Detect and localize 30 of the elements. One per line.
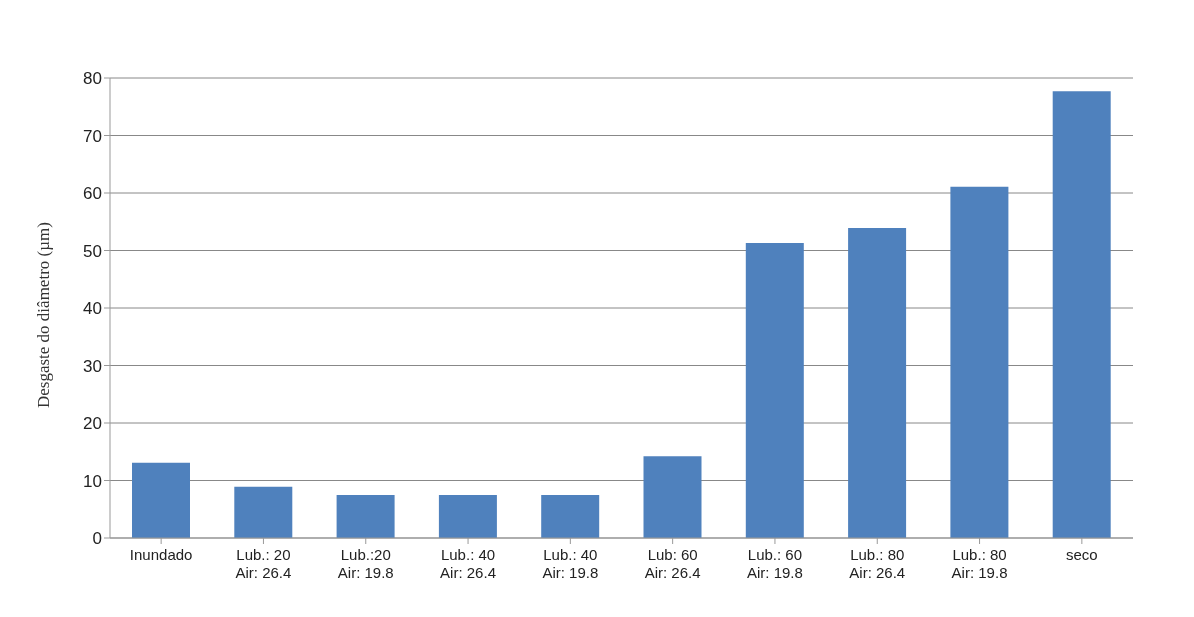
x-tick-label: seco xyxy=(1066,546,1098,563)
bar xyxy=(1052,91,1111,538)
bar xyxy=(541,494,600,538)
x-tick-label: Lub.: 80 Air: 19.8 xyxy=(951,546,1008,581)
y-tick-label: 60 xyxy=(83,184,102,204)
x-tick-label: Lub.: 40 Air: 19.8 xyxy=(542,546,599,581)
y-tick-label: 50 xyxy=(83,241,102,261)
y-tick-label: 70 xyxy=(83,126,102,146)
bar xyxy=(643,456,702,538)
y-tick-label: 80 xyxy=(83,69,102,89)
bar xyxy=(848,228,907,538)
bar xyxy=(438,494,497,538)
bar xyxy=(950,186,1009,538)
y-tick-label: 20 xyxy=(83,414,102,434)
x-tick-label: Lub.: 80 Air: 26.4 xyxy=(849,546,906,581)
x-tick-label: Lub: 60 Air: 26.4 xyxy=(644,546,701,581)
bar xyxy=(336,494,395,538)
y-tick-label: 30 xyxy=(83,356,102,376)
y-tick-label: 0 xyxy=(92,529,102,549)
y-tick-label: 10 xyxy=(83,471,102,491)
x-tick-label: Lub.: 20 Air: 26.4 xyxy=(235,546,292,581)
x-tick-label: Lub.: 60 Air: 19.8 xyxy=(747,546,803,581)
y-tick-label: 40 xyxy=(83,299,102,319)
bar xyxy=(234,486,293,538)
bar xyxy=(132,462,190,538)
x-tick-label: Lub.: 40 Air: 26.4 xyxy=(440,546,496,581)
x-tick-label: Lub.:20 Air: 19.8 xyxy=(337,546,394,581)
x-tick-label: Inundado xyxy=(129,546,193,563)
y-axis-title: Desgaste do diâmetro (µm) xyxy=(34,222,54,408)
bar xyxy=(745,243,804,538)
